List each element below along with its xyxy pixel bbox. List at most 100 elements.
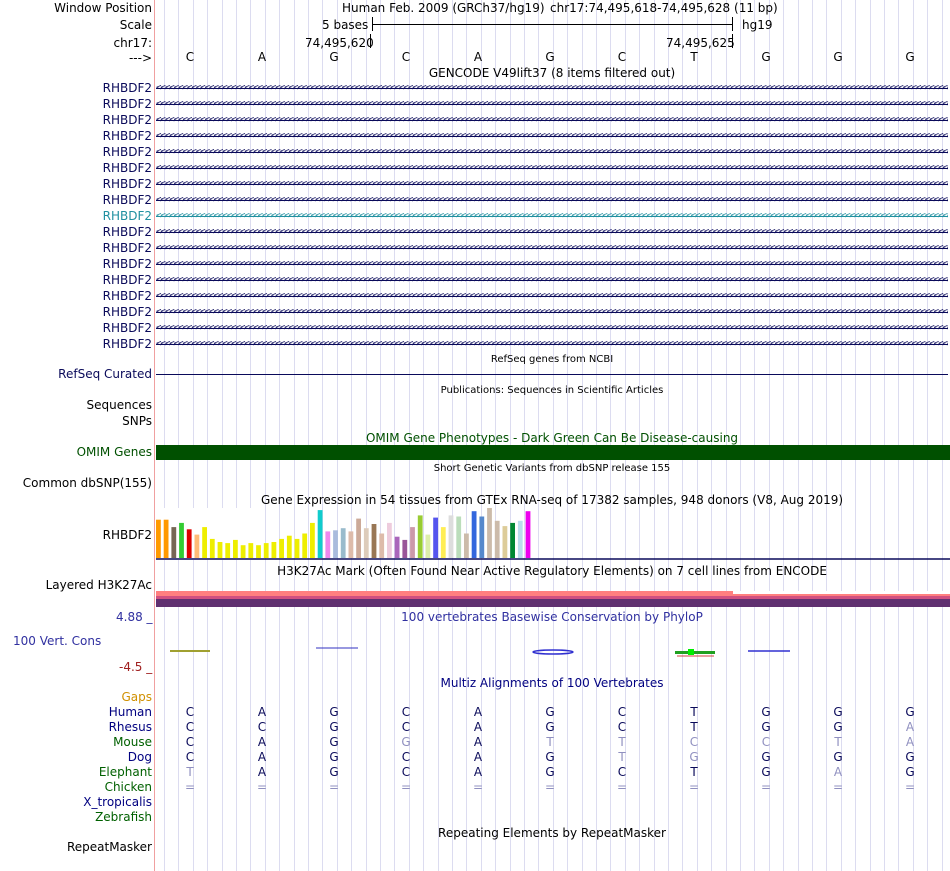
gencode-item-label[interactable]: RHBDF2 bbox=[102, 97, 152, 111]
gtex-bar bbox=[410, 527, 415, 558]
h3k27ac-track-title[interactable]: H3K27Ac Mark (Often Found Near Active Re… bbox=[277, 564, 827, 578]
gencode-transcript[interactable]: <<<<<<<<<<<<<<<<<<<<<<<<<<<<<<<<<<<<<<<<… bbox=[156, 209, 948, 223]
multiz-species-label[interactable]: X_tropicalis bbox=[83, 795, 152, 809]
multiz-species-label[interactable]: Zebrafish bbox=[95, 810, 152, 824]
gencode-transcript[interactable]: <<<<<<<<<<<<<<<<<<<<<<<<<<<<<<<<<<<<<<<<… bbox=[156, 289, 948, 303]
multiz-species-label[interactable]: Rhesus bbox=[108, 720, 152, 734]
gencode-transcript[interactable]: <<<<<<<<<<<<<<<<<<<<<<<<<<<<<<<<<<<<<<<<… bbox=[156, 337, 948, 351]
gtex-track-title[interactable]: Gene Expression in 54 tissues from GTEx … bbox=[260, 493, 844, 507]
gencode-item-label[interactable]: RHBDF2 bbox=[102, 209, 152, 223]
gencode-transcript[interactable]: <<<<<<<<<<<<<<<<<<<<<<<<<<<<<<<<<<<<<<<<… bbox=[156, 321, 948, 335]
refseq-track-title[interactable]: RefSeq genes from NCBI bbox=[490, 354, 614, 365]
repeatmasker-track-title[interactable]: Repeating Elements by RepeatMasker bbox=[438, 826, 666, 840]
multiz-base: G bbox=[545, 705, 555, 719]
multiz-base: = bbox=[184, 780, 196, 794]
h3k27ac-label[interactable]: Layered H3K27Ac bbox=[45, 578, 152, 592]
assembly-name: Human Feb. 2009 (GRCh37/hg19) bbox=[342, 1, 545, 15]
gtex-label[interactable]: RHBDF2 bbox=[102, 528, 152, 542]
transcript-line bbox=[156, 152, 948, 153]
gencode-item-label[interactable]: RHBDF2 bbox=[102, 337, 152, 351]
multiz-base: G bbox=[761, 720, 771, 734]
publications-label-sequences[interactable]: Sequences bbox=[86, 398, 152, 412]
gencode-transcript[interactable]: <<<<<<<<<<<<<<<<<<<<<<<<<<<<<<<<<<<<<<<<… bbox=[156, 129, 948, 143]
gtex-bar bbox=[371, 524, 377, 558]
gencode-transcript[interactable]: <<<<<<<<<<<<<<<<<<<<<<<<<<<<<<<<<<<<<<<<… bbox=[156, 145, 948, 159]
strand-arrows: <<<<<<<<<<<<<<<<<<<<<<<<<<<<<<<<<<<<<<<<… bbox=[156, 179, 948, 189]
multiz-base: = bbox=[400, 780, 412, 794]
gencode-item-label[interactable]: RHBDF2 bbox=[102, 177, 152, 191]
dbsnp-track-title[interactable]: Short Genetic Variants from dbSNP releas… bbox=[433, 463, 671, 474]
gencode-item-label[interactable]: RHBDF2 bbox=[102, 225, 152, 239]
h3k27ac-layer-top[interactable] bbox=[156, 591, 950, 596]
dbsnp-label[interactable]: Common dbSNP(155) bbox=[22, 476, 152, 490]
gtex-bar bbox=[487, 508, 492, 558]
gencode-item-label[interactable]: RHBDF2 bbox=[102, 305, 152, 319]
multiz-base: G bbox=[329, 705, 339, 719]
gtex-bar-chart[interactable] bbox=[156, 508, 950, 560]
gencode-transcript[interactable]: <<<<<<<<<<<<<<<<<<<<<<<<<<<<<<<<<<<<<<<<… bbox=[156, 225, 948, 239]
gencode-transcript[interactable]: <<<<<<<<<<<<<<<<<<<<<<<<<<<<<<<<<<<<<<<<… bbox=[156, 241, 948, 255]
multiz-track-title[interactable]: Multiz Alignments of 100 Vertebrates bbox=[440, 676, 664, 690]
gencode-transcript[interactable]: <<<<<<<<<<<<<<<<<<<<<<<<<<<<<<<<<<<<<<<<… bbox=[156, 113, 948, 127]
refseq-label[interactable]: RefSeq Curated bbox=[58, 367, 152, 381]
phylop-mark bbox=[532, 649, 574, 655]
gtex-bar bbox=[425, 534, 431, 558]
gencode-track-title[interactable]: GENCODE V49lift37 (8 items filtered out) bbox=[428, 66, 676, 80]
phylop-graph[interactable] bbox=[156, 640, 950, 664]
multiz-species-label[interactable]: Mouse bbox=[113, 735, 152, 749]
gencode-transcript[interactable]: <<<<<<<<<<<<<<<<<<<<<<<<<<<<<<<<<<<<<<<<… bbox=[156, 257, 948, 271]
gtex-bar bbox=[440, 527, 446, 558]
gencode-transcript[interactable]: <<<<<<<<<<<<<<<<<<<<<<<<<<<<<<<<<<<<<<<<… bbox=[156, 193, 948, 207]
gencode-item-label[interactable]: RHBDF2 bbox=[102, 321, 152, 335]
transcript-line bbox=[156, 136, 948, 137]
publications-label-snps[interactable]: SNPs bbox=[122, 414, 152, 428]
phylop-track-title[interactable]: 100 vertebrates Basewise Conservation by… bbox=[401, 610, 703, 624]
phylop-mark bbox=[688, 649, 694, 655]
gencode-transcript[interactable]: <<<<<<<<<<<<<<<<<<<<<<<<<<<<<<<<<<<<<<<<… bbox=[156, 177, 948, 191]
gencode-item-label[interactable]: RHBDF2 bbox=[102, 129, 152, 143]
multiz-base: A bbox=[833, 765, 843, 779]
multiz-base: = bbox=[616, 780, 628, 794]
gtex-bar bbox=[325, 531, 331, 558]
transcript-line bbox=[156, 296, 948, 297]
reference-base: C bbox=[617, 50, 627, 64]
repeatmasker-label[interactable]: RepeatMasker bbox=[66, 840, 152, 854]
gtex-bar bbox=[202, 527, 207, 558]
gencode-item-label[interactable]: RHBDF2 bbox=[102, 193, 152, 207]
phylop-min-label: -4.5 _ bbox=[119, 660, 153, 674]
omim-label[interactable]: OMIM Genes bbox=[76, 445, 152, 459]
transcript-line bbox=[156, 248, 948, 249]
multiz-species-label[interactable]: Chicken bbox=[104, 780, 152, 794]
gencode-item-label[interactable]: RHBDF2 bbox=[102, 241, 152, 255]
gencode-item-label[interactable]: RHBDF2 bbox=[102, 289, 152, 303]
gencode-item-label[interactable]: RHBDF2 bbox=[102, 145, 152, 159]
gencode-item-label[interactable]: RHBDF2 bbox=[102, 273, 152, 287]
omim-bar[interactable] bbox=[156, 445, 950, 460]
gencode-transcript[interactable]: <<<<<<<<<<<<<<<<<<<<<<<<<<<<<<<<<<<<<<<<… bbox=[156, 305, 948, 319]
gtex-bar bbox=[294, 538, 300, 558]
reference-base: G bbox=[329, 50, 339, 64]
gencode-transcript[interactable]: <<<<<<<<<<<<<<<<<<<<<<<<<<<<<<<<<<<<<<<<… bbox=[156, 97, 948, 111]
phylop-label[interactable]: 100 Vert. Cons bbox=[13, 634, 102, 648]
multiz-gaps-label[interactable]: Gaps bbox=[121, 690, 152, 704]
coord-left-tick bbox=[370, 34, 371, 48]
gencode-item-label[interactable]: RHBDF2 bbox=[102, 81, 152, 95]
gencode-transcript[interactable]: <<<<<<<<<<<<<<<<<<<<<<<<<<<<<<<<<<<<<<<<… bbox=[156, 81, 948, 95]
strand-arrows: <<<<<<<<<<<<<<<<<<<<<<<<<<<<<<<<<<<<<<<<… bbox=[156, 211, 948, 221]
multiz-species-label[interactable]: Dog bbox=[127, 750, 152, 764]
gencode-item-label[interactable]: RHBDF2 bbox=[102, 257, 152, 271]
gencode-transcript[interactable]: <<<<<<<<<<<<<<<<<<<<<<<<<<<<<<<<<<<<<<<<… bbox=[156, 273, 948, 287]
omim-track-title[interactable]: OMIM Gene Phenotypes - Dark Green Can Be… bbox=[365, 431, 739, 445]
multiz-base: A bbox=[473, 765, 483, 779]
publications-track-title[interactable]: Publications: Sequences in Scientific Ar… bbox=[440, 385, 664, 396]
multiz-species-label[interactable]: Elephant bbox=[98, 765, 152, 779]
gencode-item-label[interactable]: RHBDF2 bbox=[102, 161, 152, 175]
multiz-species-label[interactable]: Human bbox=[108, 705, 152, 719]
gencode-transcript[interactable]: <<<<<<<<<<<<<<<<<<<<<<<<<<<<<<<<<<<<<<<<… bbox=[156, 161, 948, 175]
gencode-item-label[interactable]: RHBDF2 bbox=[102, 113, 152, 127]
reference-base: G bbox=[761, 50, 771, 64]
multiz-base: T bbox=[618, 735, 626, 749]
gtex-bar bbox=[448, 515, 454, 558]
refseq-line[interactable] bbox=[156, 374, 948, 375]
multiz-base: G bbox=[689, 750, 699, 764]
